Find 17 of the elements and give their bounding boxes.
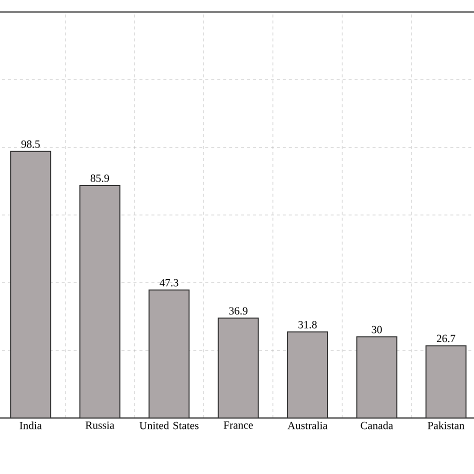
data-label: 26.7 (436, 334, 456, 342)
data-label: 30 (372, 326, 382, 334)
x-tick-label: Canada (360, 422, 394, 430)
bar (426, 345, 467, 418)
x-tick-label: India (20, 422, 42, 430)
x-tick-label: Australia (288, 422, 328, 430)
x-tick-label: Russia (86, 422, 114, 429)
x-tick-label: France (224, 422, 253, 429)
x-tick-label: United States (139, 422, 199, 430)
data-label: 31.8 (298, 320, 317, 328)
data-label: 47.3 (160, 279, 178, 286)
bar (79, 184, 120, 418)
x-tick-label: Pakistan (428, 422, 464, 430)
bar (287, 331, 328, 418)
data-label: 85.9 (90, 174, 109, 182)
data-label: 98.5 (21, 140, 40, 148)
data-label: 36.9 (229, 307, 248, 315)
